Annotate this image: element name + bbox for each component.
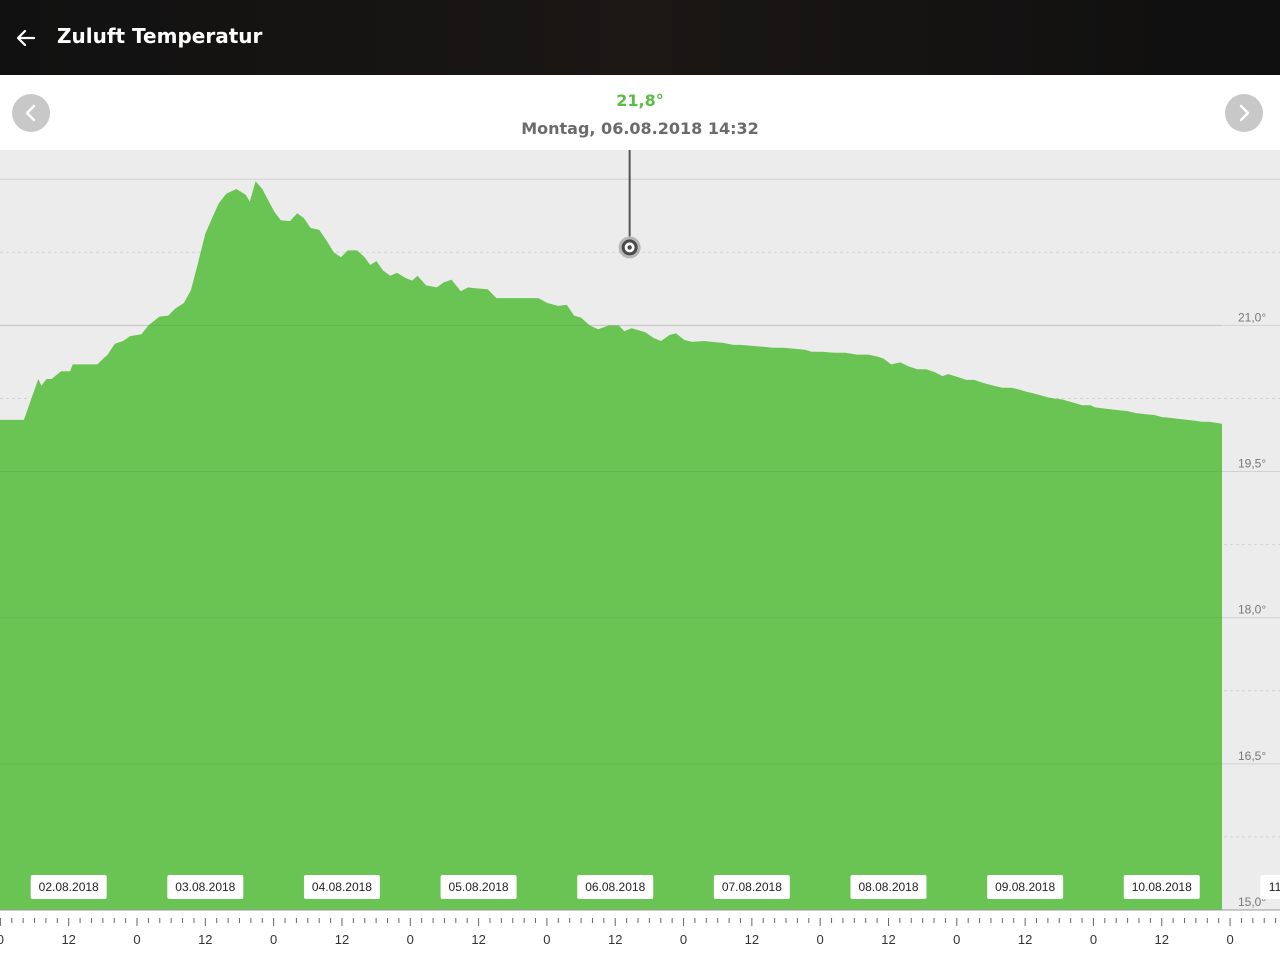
date-label: 02.08.2018 bbox=[39, 880, 99, 894]
hour-tick-label: 12 bbox=[1018, 932, 1032, 947]
date-label-box bbox=[987, 875, 1064, 899]
y-tick-label: 16,5° bbox=[1238, 749, 1266, 763]
date-label-box bbox=[1123, 875, 1200, 899]
hour-tick-label: 12 bbox=[198, 932, 212, 947]
date-label: 05.08.2018 bbox=[449, 880, 509, 894]
hour-tick-label: 0 bbox=[1226, 932, 1233, 947]
hour-tick-label: 12 bbox=[1155, 932, 1169, 947]
hour-tick-label: 12 bbox=[608, 932, 622, 947]
date-label-box bbox=[303, 875, 380, 899]
selected-datetime: Montag, 06.08.2018 14:32 bbox=[521, 119, 759, 138]
y-tick-label: 15,0° bbox=[1238, 895, 1266, 909]
hour-tick-label: 12 bbox=[335, 932, 349, 947]
temperature-area bbox=[0, 181, 1222, 910]
hour-tick-label: 0 bbox=[543, 932, 550, 947]
y-tick-label: 19,5° bbox=[1238, 457, 1266, 471]
y-tick-label: 21,0° bbox=[1238, 310, 1266, 324]
date-label-box bbox=[30, 875, 107, 899]
next-period-button[interactable] bbox=[1225, 94, 1263, 132]
date-label: 10.08.2018 bbox=[1132, 880, 1192, 894]
hour-tick-label: 0 bbox=[270, 932, 277, 947]
app-bar: Zuluft Temperatur bbox=[0, 0, 1280, 75]
date-label-box bbox=[577, 875, 654, 899]
previous-period-button[interactable] bbox=[12, 94, 50, 132]
date-label-box bbox=[713, 875, 790, 899]
hour-tick-label: 0 bbox=[407, 932, 414, 947]
date-label: 08.08.2018 bbox=[858, 880, 918, 894]
hour-tick-label: 0 bbox=[817, 932, 824, 947]
hour-tick-label: 0 bbox=[0, 932, 4, 947]
date-label: 04.08.2018 bbox=[312, 880, 372, 894]
date-label: 11.08.2018 bbox=[1269, 880, 1280, 894]
hour-tick-label: 12 bbox=[881, 932, 895, 947]
temperature-chart[interactable]: 21,0° 19,5° 18,0° 16,5° 15,0° 02.08.2018 03.08… bbox=[0, 150, 1280, 960]
date-label: 03.08.2018 bbox=[175, 880, 235, 894]
y-tick-label: 18,0° bbox=[1238, 603, 1266, 617]
x-axis-strip bbox=[0, 910, 1280, 960]
page-title: Zuluft Temperatur bbox=[57, 24, 263, 48]
hour-tick-label: 12 bbox=[745, 932, 759, 947]
hour-tick-label: 0 bbox=[133, 932, 140, 947]
date-label-box bbox=[440, 875, 517, 899]
chevron-right-icon bbox=[1239, 104, 1250, 122]
selection-header: 21,8° Montag, 06.08.2018 14:32 bbox=[0, 75, 1280, 150]
hour-tick-label: 0 bbox=[953, 932, 960, 947]
date-label: 09.08.2018 bbox=[995, 880, 1055, 894]
date-label: 07.08.2018 bbox=[722, 880, 782, 894]
selection-marker-dot bbox=[627, 245, 632, 250]
date-label-box bbox=[850, 875, 927, 899]
hour-tick-label: 0 bbox=[680, 932, 687, 947]
hour-tick-label: 12 bbox=[471, 932, 485, 947]
date-label-box bbox=[167, 875, 244, 899]
arrow-left-icon[interactable] bbox=[14, 26, 38, 50]
selected-value: 21,8° bbox=[616, 91, 664, 110]
date-label: 06.08.2018 bbox=[585, 880, 645, 894]
chevron-left-icon bbox=[25, 104, 36, 122]
hour-tick-label: 0 bbox=[1090, 932, 1097, 947]
hour-tick-label: 12 bbox=[61, 932, 75, 947]
date-label-box bbox=[1260, 875, 1280, 899]
